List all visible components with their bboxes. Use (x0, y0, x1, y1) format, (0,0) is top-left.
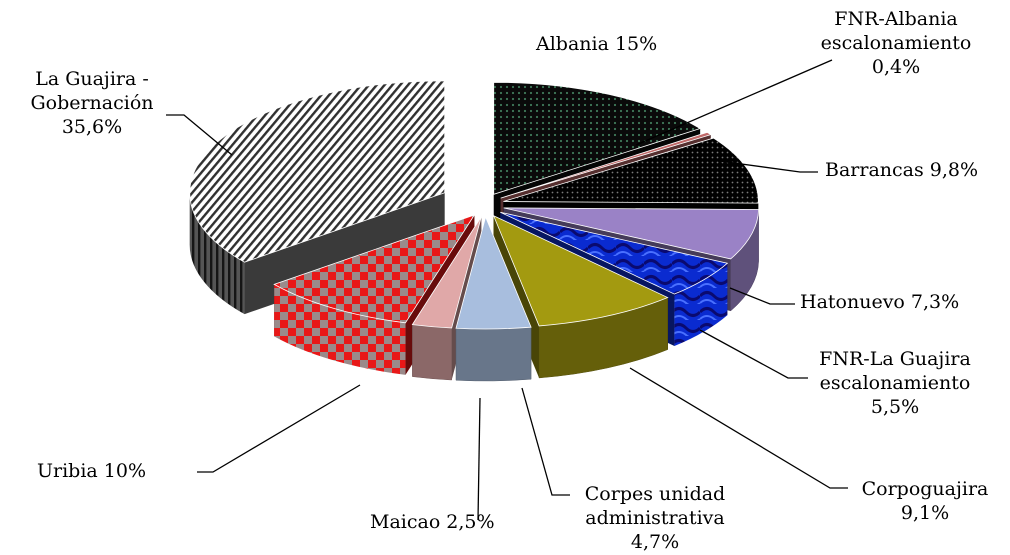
slice-label-fnr-la-guajira-escalonamiento: FNR-La Guajira escalonamiento 5,5% (819, 348, 971, 418)
pie-slice-top (503, 207, 760, 260)
pie-slice-top (500, 211, 729, 295)
leader-line-corpes-unidad-administrativa (521, 387, 570, 496)
slice-label-line: Hatonuevo 7,3% (800, 291, 959, 313)
pie-slice-side (455, 326, 532, 382)
slice-label-line: FNR-La Guajira (819, 348, 971, 370)
slice-label-line: Maicao 2,5% (370, 511, 495, 533)
slice-label-line: administrativa (585, 507, 724, 529)
leader-line-uribia (197, 384, 361, 473)
slice-label-line: 0,4% (872, 56, 920, 78)
leader-line-fnr-la-guajira-escalonamiento (699, 329, 808, 379)
pie-slice-corpoguajira (492, 214, 669, 379)
slice-label-line: La Guajira - (35, 68, 149, 90)
slice-label-uribia: Uribia 10% (37, 460, 146, 482)
slice-label-line: FNR-Albania (834, 8, 957, 30)
pie-slice-top (492, 214, 669, 327)
leader-line-maicao (477, 397, 481, 521)
slice-label-corpes-unidad-administrativa: Corpes unidad administrativa 4,7% (585, 483, 725, 553)
slice-label-line: escalonamiento (820, 372, 971, 394)
pie-slice-side (189, 192, 245, 315)
slice-label-line: 4,7% (631, 531, 679, 553)
slice-label-line: Albania 15% (535, 33, 657, 55)
slice-label-corpoguajira: Corpoguajira 9,1% (862, 478, 989, 524)
pie-slice-side (674, 263, 728, 347)
pie-slice-top (503, 137, 759, 204)
leader-line-barrancas (711, 159, 818, 173)
pie-slice-side (412, 324, 452, 381)
pie-slice-side (274, 284, 406, 375)
pie-slice-corpes-unidad-administrativa (455, 215, 532, 382)
slice-label-la-guajira-gobernacion: La Guajira -Gobernación 35,6% (30, 68, 153, 138)
slice-label-barrancas: Barrancas 9,8% (825, 159, 978, 181)
pie-slice-top (500, 131, 712, 199)
slice-label-albania: Albania 15% (535, 33, 657, 55)
slice-label-line: Corpoguajira (862, 478, 989, 500)
slice-label-line: Corpes unidad (585, 483, 725, 505)
pie-slice-top (493, 81, 702, 195)
slice-label-line: Uribia 10% (37, 460, 146, 482)
slice-label-line: 5,5% (871, 396, 919, 418)
slice-label-line: escalonamiento (821, 32, 972, 54)
slice-label-line: 35,6% (62, 116, 122, 138)
leader-line-hatonuevo (729, 287, 795, 305)
pie-slice-top (273, 214, 476, 324)
leader-line-fnr-albania-escalonamiento (635, 59, 833, 146)
slice-label-maicao: Maicao 2,5% (370, 511, 495, 533)
slice-label-hatonuevo: Hatonuevo 7,3% (800, 291, 959, 313)
slice-label-line: Gobernación (30, 92, 153, 114)
slice-label-line: Barrancas 9,8% (825, 159, 978, 181)
slice-label-fnr-albania-escalonamiento: FNR-Albania escalonamiento 0,4% (821, 8, 972, 78)
pie-slice-top (411, 216, 482, 329)
leader-line-la-guajira-gobernacion (166, 114, 233, 156)
leader-line-corpoguajira (629, 367, 848, 489)
slice-label-line: 9,1% (901, 502, 949, 524)
pie-slice-top (189, 80, 446, 263)
pie-slice-top (455, 215, 532, 330)
